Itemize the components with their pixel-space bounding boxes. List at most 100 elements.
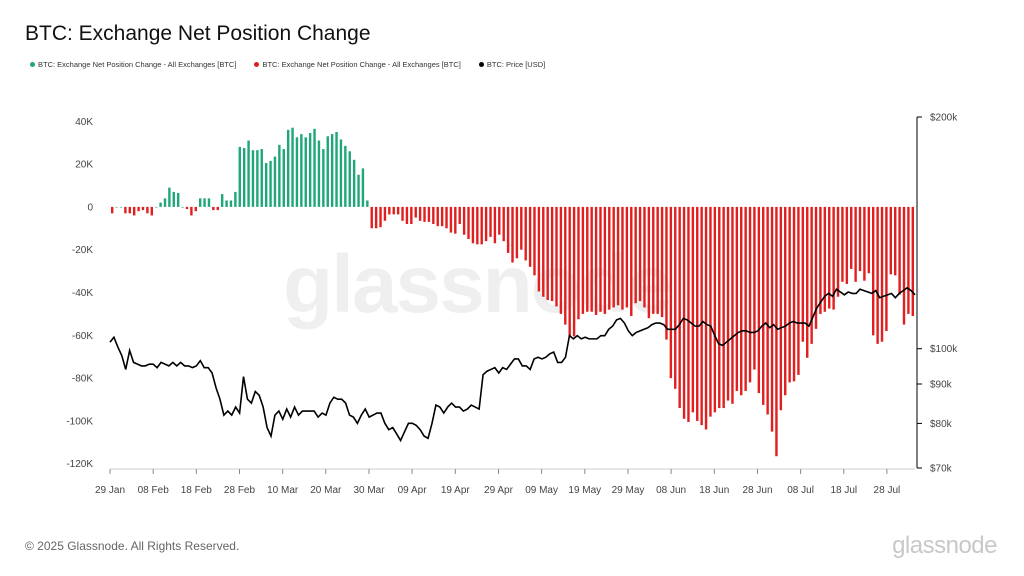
bar: [542, 206, 545, 297]
bar: [902, 206, 906, 325]
bar: [845, 206, 849, 284]
y-left-tick-label: -60K: [72, 331, 93, 342]
bar: [634, 206, 637, 304]
bar: [489, 206, 492, 237]
bar: [691, 206, 695, 413]
bar: [168, 187, 171, 207]
bar: [273, 156, 277, 207]
bar: [590, 206, 593, 312]
y-left-tick-label: -120K: [66, 459, 93, 470]
bar: [110, 206, 114, 214]
x-tick-label: 28 Jul: [874, 485, 901, 496]
watermark-logo: glassnode: [283, 239, 673, 330]
legend-item-price[interactable]: BTC: Price [USD]: [478, 60, 545, 69]
bar: [546, 206, 549, 300]
bar: [234, 191, 237, 207]
bar: [832, 206, 835, 310]
bar: [850, 206, 853, 269]
bar: [357, 174, 360, 207]
bar: [401, 206, 404, 221]
x-tick-label: 08 Feb: [138, 485, 170, 496]
bar: [229, 200, 233, 207]
bar: [814, 206, 818, 329]
axes: 40K 20K 0 -20K -40K -60K -80K -100K -120K $200k $1…: [66, 113, 958, 497]
bar: [181, 206, 184, 208]
x-tick-label: 28 Feb: [224, 485, 256, 496]
bar: [682, 206, 686, 419]
bar: [366, 200, 369, 207]
bar: [863, 206, 866, 281]
bar: [476, 206, 479, 245]
bar: [599, 206, 602, 312]
bar: [801, 206, 805, 342]
y-left-tick-label: 20K: [75, 160, 93, 171]
bar: [678, 206, 681, 409]
bar: [207, 198, 211, 207]
bar: [660, 206, 664, 318]
bar: [212, 206, 215, 211]
bar: [638, 206, 642, 302]
bar: [462, 206, 466, 235]
bar: [251, 150, 255, 207]
bar: [330, 134, 334, 207]
bar: [718, 206, 721, 409]
legend-dot-black: [478, 62, 484, 67]
bar: [581, 206, 585, 314]
bar: [423, 206, 426, 222]
bar: [216, 206, 219, 211]
y-left-tick-label: -40K: [72, 288, 93, 299]
bar: [137, 206, 140, 212]
bar: [612, 206, 615, 308]
bar: [810, 206, 813, 344]
y-right-tick-label: $80k: [930, 419, 953, 430]
bar: [572, 206, 576, 337]
x-tick-label: 20 Mar: [310, 485, 342, 496]
bar: [260, 149, 263, 207]
bar: [586, 206, 589, 312]
bar: [757, 206, 761, 394]
bar: [348, 151, 351, 207]
x-tick-label: 28 Jun: [742, 485, 772, 496]
bar: [564, 206, 567, 325]
bar: [907, 206, 910, 314]
x-tick-label: 09 Apr: [398, 485, 428, 496]
legend-item-positive[interactable]: BTC: Exchange Net Position Change - All …: [30, 60, 236, 69]
bar: [885, 206, 888, 332]
bar: [872, 206, 875, 336]
legend-dot-red: [254, 62, 260, 67]
bar: [313, 128, 316, 207]
bar: [247, 140, 250, 207]
x-tick-label: 08 Jun: [656, 485, 686, 496]
bar: [194, 206, 197, 212]
bar: [295, 137, 299, 207]
y-left-tick-label: -80K: [72, 374, 93, 385]
bar: [264, 163, 268, 207]
bar: [484, 206, 488, 242]
bar: [520, 206, 523, 250]
bar: [669, 206, 673, 379]
x-tick-label: 18 Feb: [181, 485, 213, 496]
price-line: [109, 286, 916, 443]
bar: [568, 206, 571, 337]
bar: [713, 206, 717, 413]
bar: [383, 206, 387, 221]
bar: [150, 206, 153, 216]
bar: [339, 139, 343, 207]
bar: [515, 206, 519, 259]
x-tick-label: 19 May: [568, 485, 601, 496]
y-left-tick-label: 0: [87, 202, 93, 213]
bar: [379, 206, 382, 228]
bar: [709, 206, 712, 417]
y-left-tick-label: -20K: [72, 245, 93, 256]
bar: [467, 206, 470, 239]
brand-logo: glassnode: [892, 532, 997, 559]
bar: [238, 146, 241, 207]
y-right-tick-label: $200k: [930, 113, 958, 124]
legend-item-negative[interactable]: BTC: Exchange Net Position Change - All …: [254, 60, 461, 69]
bar: [119, 206, 123, 208]
bar: [454, 206, 457, 234]
x-tick-label: 29 Jan: [95, 485, 125, 496]
bar: [630, 206, 633, 317]
bar: [185, 206, 189, 210]
bar: [388, 206, 391, 215]
